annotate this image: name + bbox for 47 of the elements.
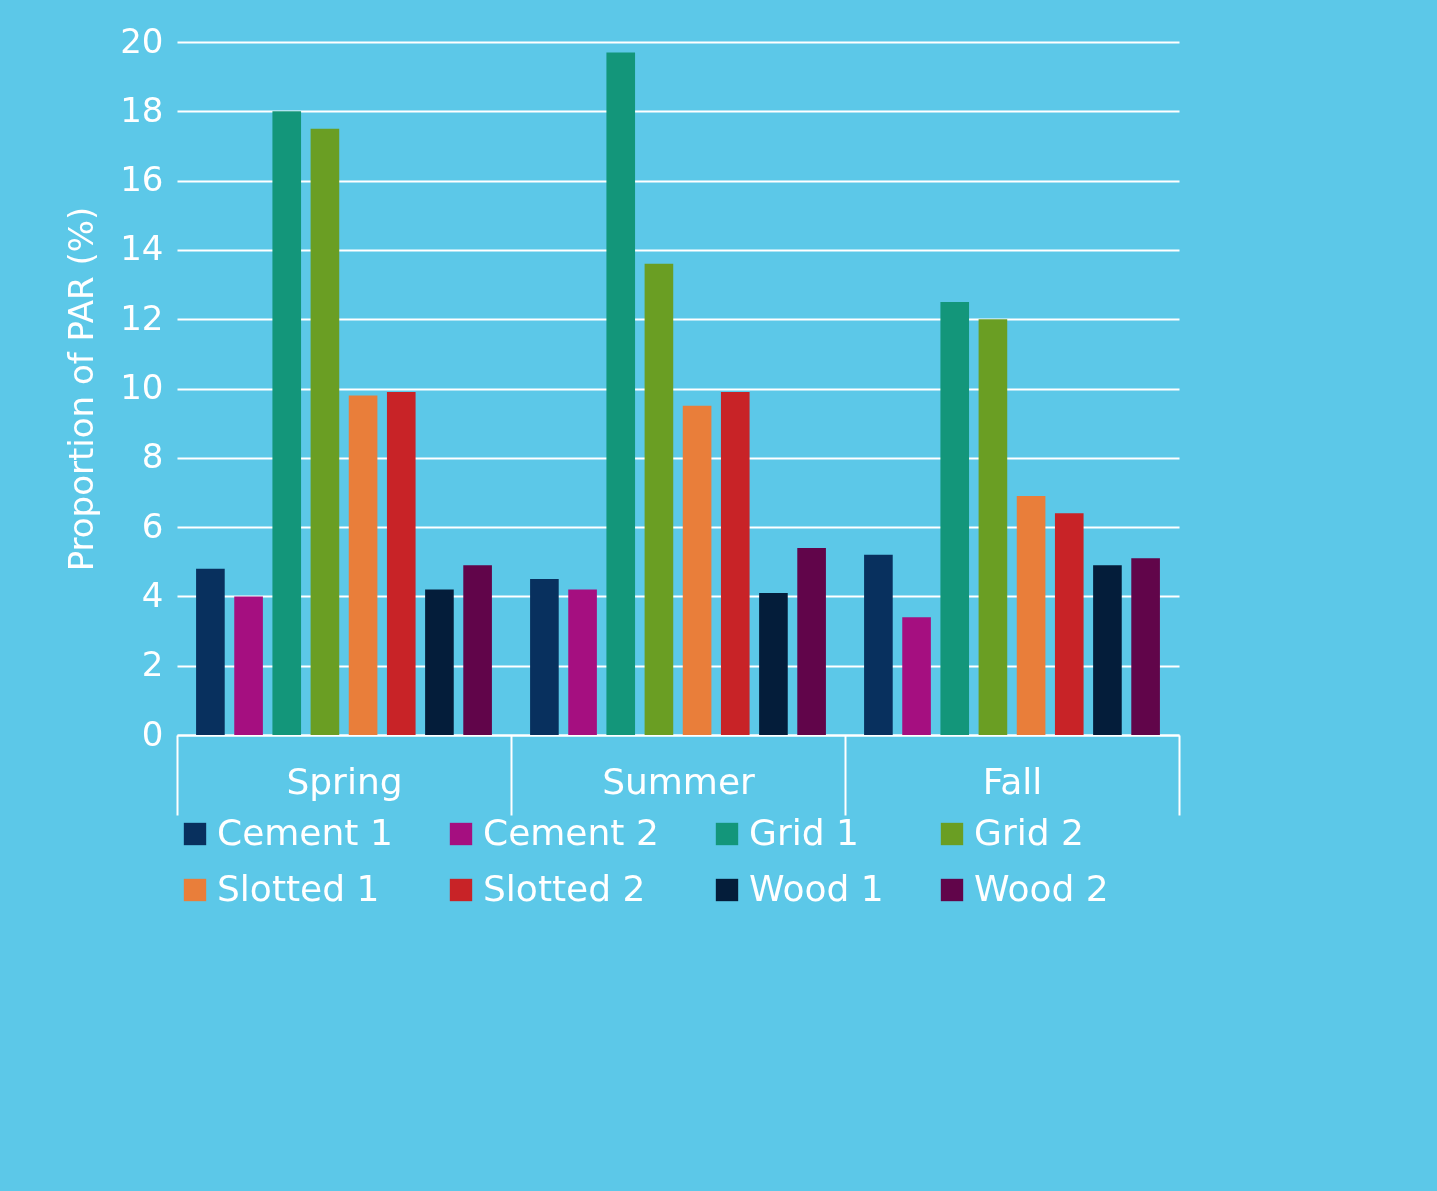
y-tick-label: 20 bbox=[120, 20, 164, 61]
bar bbox=[1054, 513, 1084, 735]
bar bbox=[196, 568, 225, 735]
bar bbox=[568, 589, 597, 735]
legend-label: Grid 1 bbox=[749, 812, 859, 853]
bar bbox=[272, 111, 302, 735]
bar bbox=[978, 319, 1008, 735]
y-tick-label: 8 bbox=[141, 436, 164, 477]
bar bbox=[797, 547, 826, 735]
y-tick-label: 0 bbox=[141, 713, 164, 754]
bar bbox=[720, 391, 750, 735]
bar bbox=[864, 554, 893, 735]
bar bbox=[425, 589, 454, 735]
legend-label: Grid 2 bbox=[974, 812, 1084, 853]
bar bbox=[310, 128, 340, 735]
x-tick-label: Spring bbox=[286, 760, 403, 802]
bar bbox=[644, 263, 674, 735]
y-tick-label: 14 bbox=[120, 228, 164, 269]
bar bbox=[606, 52, 636, 735]
bar bbox=[1093, 565, 1122, 735]
legend-label: Slotted 2 bbox=[483, 868, 646, 909]
legend-label: Cement 2 bbox=[483, 812, 659, 853]
bar bbox=[348, 395, 378, 735]
bar bbox=[530, 579, 559, 735]
legend-label: Cement 1 bbox=[217, 812, 393, 853]
y-tick-label: 4 bbox=[141, 574, 164, 615]
bar bbox=[759, 592, 788, 735]
legend-label: Wood 1 bbox=[749, 868, 884, 909]
y-tick-label: 12 bbox=[120, 297, 164, 338]
legend-label: Slotted 1 bbox=[217, 868, 380, 909]
x-tick-label: Fall bbox=[982, 760, 1043, 802]
y-axis-title: Proportion of PAR (%) bbox=[61, 206, 102, 572]
bar bbox=[234, 596, 263, 735]
bar bbox=[1016, 495, 1046, 735]
y-tick-label: 6 bbox=[141, 505, 164, 546]
y-tick-label: 16 bbox=[120, 159, 164, 200]
legend-label: Wood 2 bbox=[974, 868, 1109, 909]
x-tick-label: Summer bbox=[602, 760, 756, 802]
y-tick-label: 18 bbox=[120, 89, 164, 130]
bar bbox=[682, 405, 712, 735]
y-tick-label: 10 bbox=[120, 367, 164, 407]
bar bbox=[386, 391, 416, 735]
bar bbox=[902, 617, 931, 735]
bar bbox=[463, 565, 492, 735]
bar bbox=[940, 301, 970, 735]
y-tick-label: 2 bbox=[141, 644, 164, 685]
bar bbox=[1131, 558, 1160, 735]
